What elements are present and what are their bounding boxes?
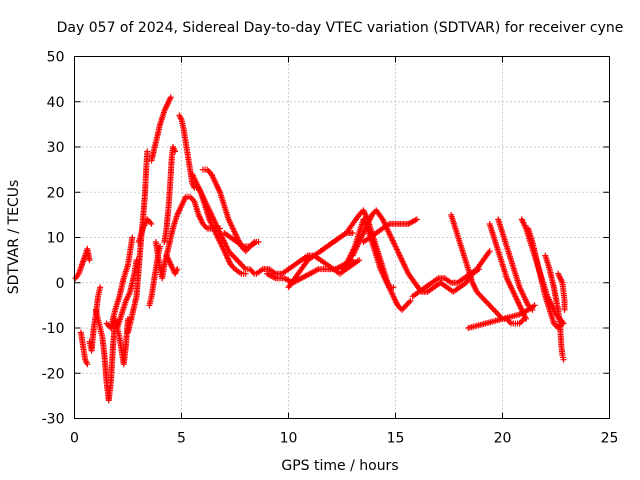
data-points	[72, 94, 568, 404]
series-arc-08	[135, 216, 155, 246]
data-point	[97, 284, 104, 291]
series-arc-16	[199, 166, 262, 255]
data-point	[129, 234, 136, 241]
series-arc-10	[148, 94, 174, 164]
data-point	[390, 284, 397, 291]
y-tick-label: 10	[47, 231, 65, 247]
data-point	[167, 94, 174, 101]
data-point	[356, 257, 363, 264]
y-tick-label: 20	[47, 185, 65, 201]
data-point	[174, 266, 181, 273]
y-axis-label: SDTVAR / TECUs	[6, 180, 22, 295]
x-tick-label: 15	[387, 431, 405, 447]
data-point	[561, 306, 568, 313]
data-point	[144, 148, 151, 155]
chart-title: Day 057 of 2024, Sidereal Day-to-day VTE…	[57, 20, 624, 36]
y-tick-label: -10	[42, 321, 65, 337]
data-point	[413, 216, 420, 223]
x-tick-label: 20	[494, 431, 512, 447]
series-arc-29	[495, 216, 536, 313]
plot-frame	[74, 56, 610, 419]
y-tick-label: 50	[47, 50, 65, 66]
series-arc-15	[189, 171, 249, 277]
series-arc-28	[486, 220, 530, 322]
x-tick-label: 0	[70, 431, 79, 447]
data-point	[523, 315, 530, 322]
x-tick-label: 25	[601, 431, 619, 447]
series-arc-33	[555, 270, 568, 313]
data-point	[84, 361, 91, 368]
series-arc-17	[221, 229, 260, 250]
y-tick-label: 30	[47, 140, 65, 156]
data-point	[560, 356, 567, 363]
series-arc-24	[360, 216, 420, 246]
data-point	[253, 239, 260, 246]
y-tick-label: 0	[56, 276, 65, 292]
y-tick-label: -30	[42, 412, 65, 428]
data-point	[172, 148, 179, 155]
series-arc-14	[176, 112, 258, 277]
data-point	[486, 248, 493, 255]
series-arc-01	[72, 245, 93, 282]
y-tick-label: -20	[42, 366, 65, 382]
series-arc-03	[86, 284, 104, 354]
series-arc-05	[103, 234, 136, 331]
series-arc-12	[161, 144, 179, 246]
data-point	[242, 270, 249, 277]
data-point	[148, 220, 155, 227]
x-tick-label: 5	[177, 431, 186, 447]
data-point	[86, 257, 93, 264]
series-arc-32	[542, 252, 567, 363]
data-point	[531, 302, 538, 309]
series-arc-13	[163, 252, 181, 277]
data-point	[349, 229, 356, 236]
data-point	[407, 297, 414, 304]
x-tick-label: 10	[280, 431, 298, 447]
x-axis-label: GPS time / hours	[281, 458, 398, 474]
data-point	[529, 306, 536, 313]
series-arc-02	[77, 329, 91, 368]
y-tick-label: 40	[47, 95, 65, 111]
